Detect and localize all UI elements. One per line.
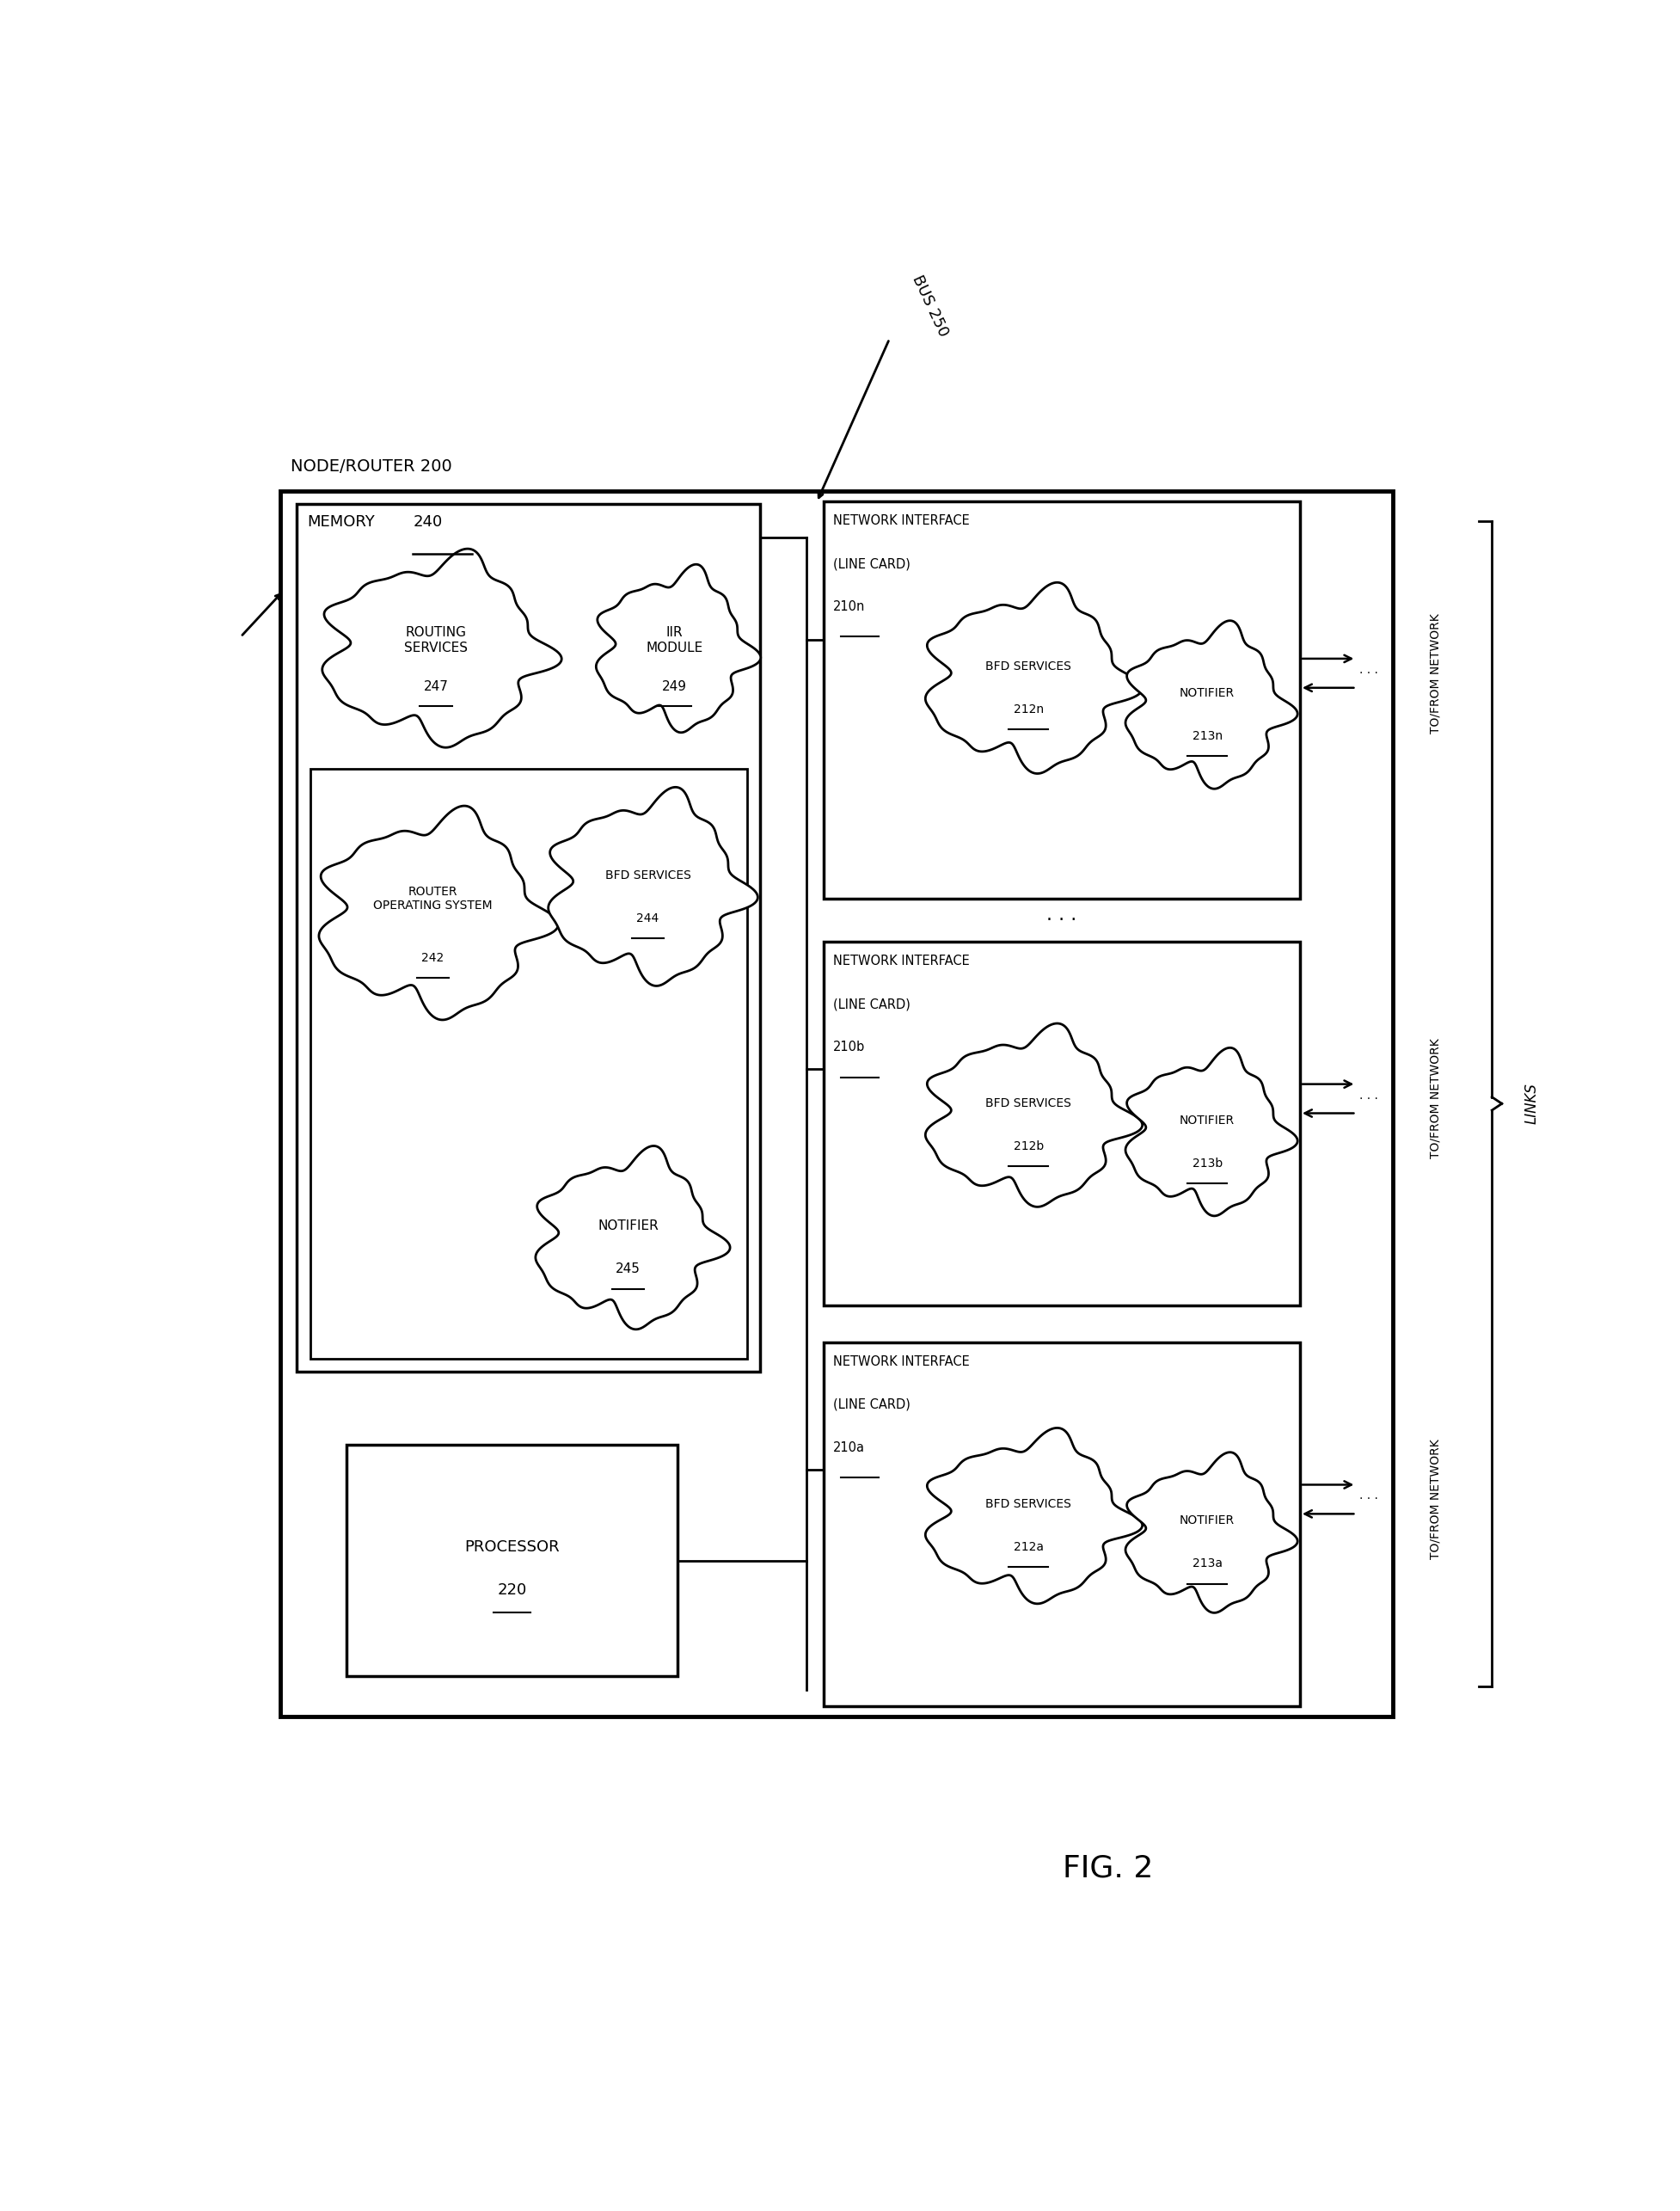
Polygon shape [1126, 1453, 1297, 1612]
Text: · · ·: · · · [1359, 1092, 1378, 1106]
Text: BUS 250: BUS 250 [909, 272, 951, 338]
Text: NOTIFIER: NOTIFIER [1179, 1114, 1235, 1125]
Text: NETWORK INTERFACE: NETWORK INTERFACE [833, 1355, 969, 1369]
Text: (LINE CARD): (LINE CARD) [833, 557, 911, 570]
Text: 242: 242 [422, 953, 444, 964]
Text: · · ·: · · · [1359, 1492, 1378, 1506]
Polygon shape [319, 805, 558, 1019]
Text: · · ·: · · · [1047, 911, 1077, 929]
Polygon shape [926, 581, 1142, 774]
Text: ROUTING
SERVICES: ROUTING SERVICES [405, 626, 467, 654]
Text: NETWORK INTERFACE: NETWORK INTERFACE [833, 955, 969, 968]
Text: · · ·: · · · [1359, 668, 1378, 679]
Text: BFD SERVICES: BFD SERVICES [986, 661, 1072, 672]
Polygon shape [323, 548, 561, 747]
Text: 212n: 212n [1013, 703, 1043, 716]
Text: FIG. 2: FIG. 2 [1063, 1853, 1152, 1884]
Text: 244: 244 [637, 913, 659, 924]
Text: (LINE CARD): (LINE CARD) [833, 1397, 911, 1411]
Bar [297, 504, 761, 1371]
Text: 249: 249 [662, 681, 687, 692]
Polygon shape [548, 787, 758, 986]
Bar [823, 502, 1300, 898]
Text: 210b: 210b [833, 1041, 865, 1055]
Polygon shape [596, 564, 761, 732]
Text: MEMORY: MEMORY [307, 515, 375, 531]
Text: NOTIFIER: NOTIFIER [1179, 1515, 1235, 1528]
Text: 213a: 213a [1193, 1559, 1223, 1570]
Text: 210a: 210a [833, 1442, 865, 1455]
Text: NETWORK INTERFACE: NETWORK INTERFACE [833, 515, 969, 526]
Text: NODE/ROUTER 200: NODE/ROUTER 200 [291, 458, 452, 475]
Text: LINKS: LINKS [1524, 1083, 1539, 1123]
Polygon shape [1126, 1048, 1297, 1216]
Bar [823, 942, 1300, 1307]
Text: PROCESSOR: PROCESSOR [465, 1539, 559, 1554]
Text: 213n: 213n [1193, 730, 1223, 743]
Text: 212a: 212a [1013, 1541, 1043, 1554]
Polygon shape [1126, 621, 1297, 789]
Text: 245: 245 [615, 1262, 640, 1276]
Text: 220: 220 [497, 1583, 528, 1599]
Bar [281, 491, 1393, 1716]
Text: 212b: 212b [1013, 1141, 1043, 1152]
Text: NOTIFIER: NOTIFIER [1179, 688, 1235, 699]
Text: IIR
MODULE: IIR MODULE [645, 626, 702, 654]
Text: 210n: 210n [833, 601, 865, 612]
Text: 247: 247 [423, 681, 449, 692]
Polygon shape [926, 1428, 1142, 1603]
Polygon shape [536, 1145, 731, 1329]
Text: BFD SERVICES: BFD SERVICES [986, 1499, 1072, 1510]
Text: NOTIFIER: NOTIFIER [598, 1220, 659, 1232]
Text: TO/FROM NETWORK: TO/FROM NETWORK [1430, 1439, 1441, 1559]
Bar [311, 769, 748, 1358]
Text: 240: 240 [413, 515, 442, 531]
Text: 213b: 213b [1193, 1156, 1223, 1170]
Text: BFD SERVICES: BFD SERVICES [605, 869, 690, 882]
Bar [823, 1342, 1300, 1707]
Text: ROUTER
OPERATING SYSTEM: ROUTER OPERATING SYSTEM [373, 884, 492, 911]
Bar [346, 1444, 677, 1676]
Polygon shape [926, 1024, 1142, 1207]
Text: TO/FROM NETWORK: TO/FROM NETWORK [1430, 1039, 1441, 1159]
Text: BFD SERVICES: BFD SERVICES [986, 1097, 1072, 1110]
Text: (LINE CARD): (LINE CARD) [833, 997, 911, 1010]
Text: TO/FROM NETWORK: TO/FROM NETWORK [1430, 612, 1441, 734]
